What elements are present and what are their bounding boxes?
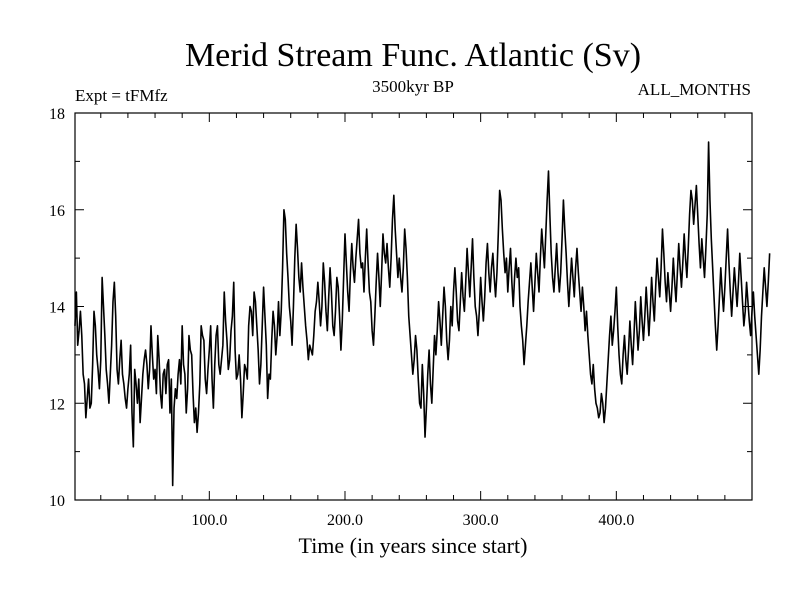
y-tick-label: 10: [49, 493, 65, 510]
y-axis-tick-labels: 10 12 14 16 18: [49, 106, 65, 510]
x-axis-ticks: [100, 113, 726, 500]
plot-frame: [74, 112, 753, 501]
y-tick-label: 16: [49, 203, 65, 220]
series-line-amoc: [74, 141, 771, 487]
y-tick-label: 14: [49, 300, 65, 317]
subtitle: 3500kyr BP: [372, 77, 454, 96]
experiment-label: Expt = tFMfz: [75, 86, 168, 105]
chart-title: Merid Stream Func. Atlantic (Sv): [185, 37, 641, 74]
y-tick-label: 12: [49, 396, 65, 413]
y-tick-label: 18: [49, 106, 65, 123]
x-axis-label: Time (in years since start): [299, 533, 528, 558]
x-tick-label: 400.0: [598, 512, 634, 529]
x-tick-label: 200.0: [327, 512, 363, 529]
x-tick-label: 300.0: [463, 512, 499, 529]
x-axis-tick-labels: 100.0 200.0 300.0 400.0: [191, 512, 634, 529]
x-tick-label: 100.0: [191, 512, 227, 529]
season-label: ALL_MONTHS: [638, 80, 751, 99]
